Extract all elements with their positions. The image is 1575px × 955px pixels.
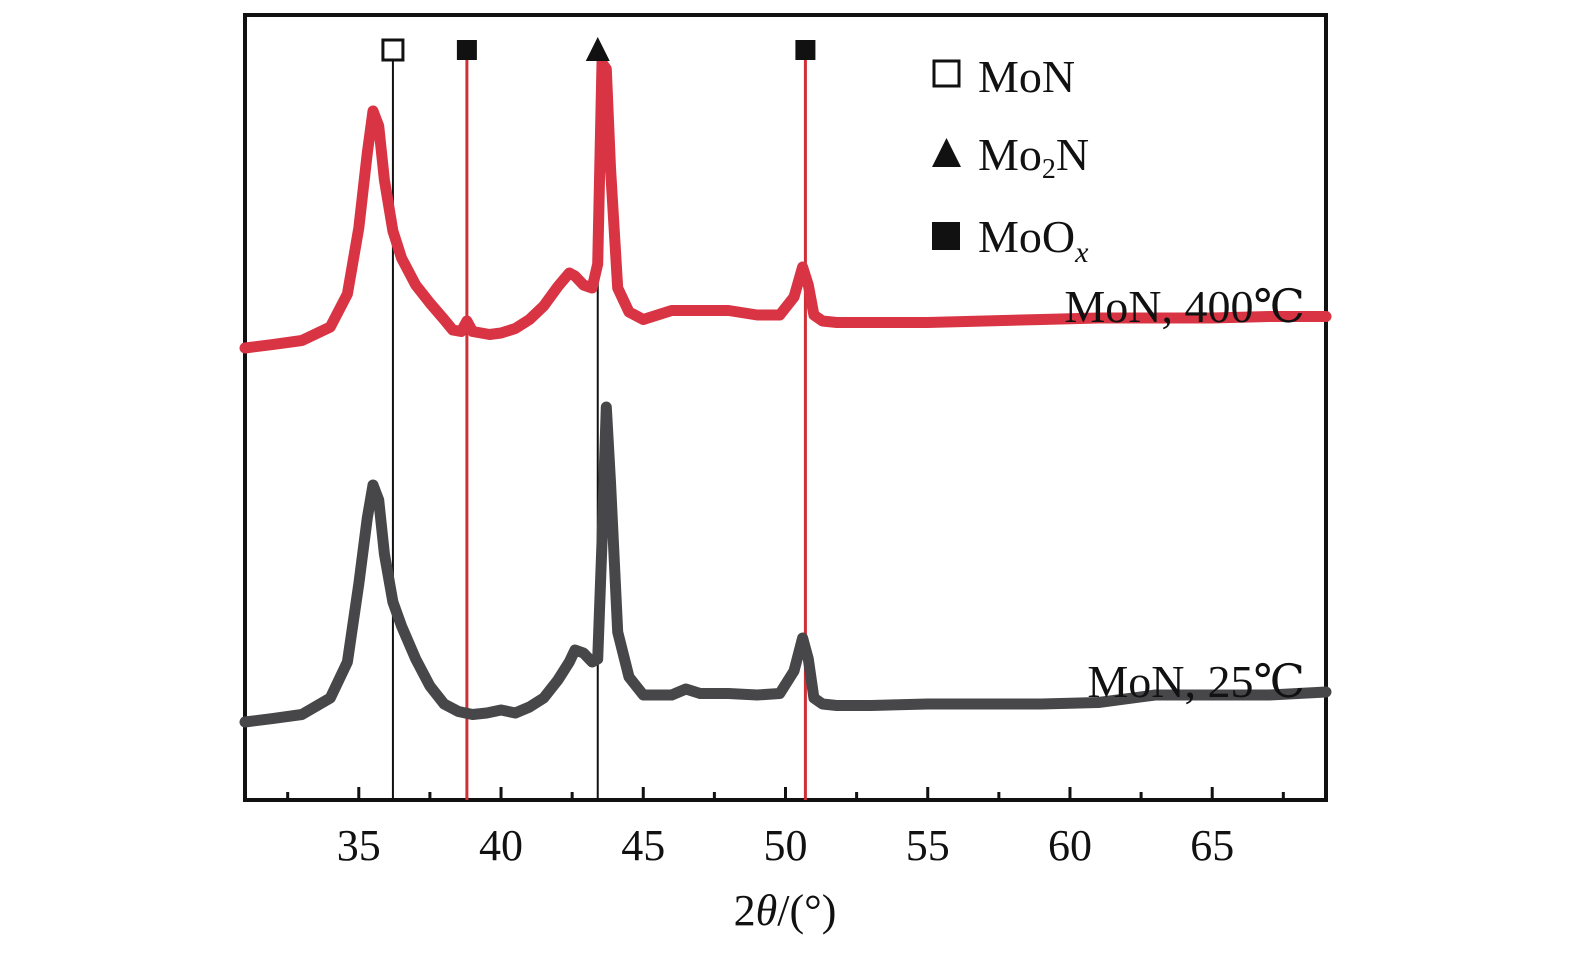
phase-marker-open-square-0 [381, 38, 405, 62]
x-axis-title-symbol: θ [756, 886, 778, 935]
series-label-mon-400c: MoN, 400℃ [1064, 281, 1305, 332]
legend: MoN Mo2N MoOx [932, 51, 1089, 269]
x-tick-label-50: 50 [764, 821, 808, 870]
x-tick-label-55: 55 [906, 821, 950, 870]
x-tick-label-35: 35 [337, 821, 381, 870]
legend-marker-open-square [932, 59, 961, 88]
x-axis-title-prefix: 2 [734, 886, 756, 935]
legend-label-mo2n: Mo2N [978, 129, 1089, 185]
x-tick-label-60: 60 [1048, 821, 1092, 870]
phase-marker-filled-square-3 [795, 40, 816, 60]
x-axis-ticks: 35 40 45 50 55 60 65 [286, 787, 1285, 870]
x-tick-label-65: 65 [1190, 821, 1234, 870]
legend-label-moox-sub: x [1074, 236, 1089, 269]
x-axis-title-suffix: /(°) [777, 886, 836, 935]
legend-label-mo2n-base: Mo [978, 129, 1042, 180]
phase-marker-filled-triangle-2 [585, 37, 610, 61]
series-line-mon-25c [239, 401, 1332, 728]
x-axis-title: 2θ/(°) [734, 886, 837, 935]
legend-label-mo2n-sub: 2 [1042, 154, 1056, 185]
phase-marker-filled-square-1 [456, 40, 477, 60]
legend-label-moox-base: MoO [978, 211, 1075, 262]
x-tick-label-45: 45 [621, 821, 665, 870]
series-layer [239, 57, 1332, 728]
legend-label-mo2n-tail: N [1056, 129, 1089, 180]
legend-label-mon-base: MoN [978, 51, 1075, 102]
legend-marker-filled-square [932, 222, 960, 250]
series-line-mon-400c [239, 57, 1332, 354]
legend-label-moox: MoOx [978, 211, 1089, 269]
series-label-mon-25c: MoN, 25℃ [1087, 656, 1305, 707]
legend-label-mon: MoN [978, 51, 1075, 102]
legend-marker-filled-triangle [932, 138, 961, 167]
x-tick-label-40: 40 [479, 821, 523, 870]
phase-markers [381, 37, 816, 62]
